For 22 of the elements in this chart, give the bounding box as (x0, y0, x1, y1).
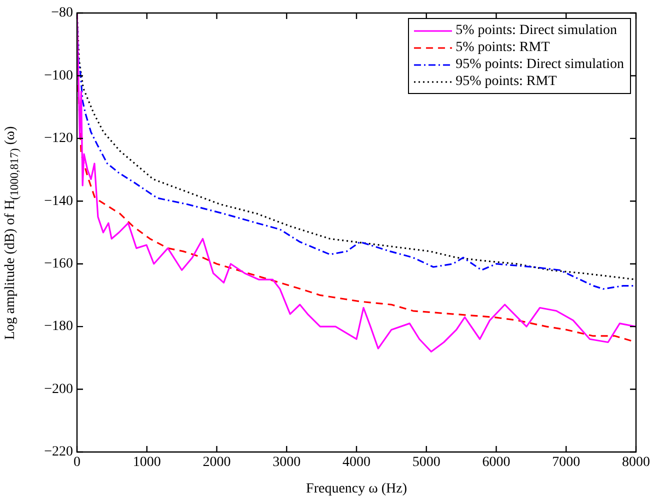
y-tick-label: −100 (44, 68, 73, 84)
x-tick-label: 3000 (272, 455, 301, 470)
x-tick-label: 1000 (132, 455, 161, 470)
x-tick-label: 7000 (552, 455, 580, 470)
y-tick-label: −200 (44, 382, 73, 397)
y-tick-label: −80 (51, 6, 73, 21)
legend-label: 95% points: Direct simulation (456, 56, 624, 73)
legend-label: 5% points: Direct simulation (456, 22, 617, 39)
legend-label: 5% points: RMT (456, 39, 550, 56)
y-tick-label: −140 (44, 194, 73, 209)
y-tick-label: −220 (44, 444, 73, 460)
x-tick-label: 2000 (202, 455, 231, 470)
y-tick-label: −160 (44, 256, 73, 272)
x-tick-label: 6000 (482, 455, 510, 470)
y-tick-label: −120 (44, 131, 73, 146)
y-tick-label: −180 (44, 319, 73, 334)
x-tick-label: 8000 (622, 455, 650, 470)
legend-label: 95% points: RMT (456, 73, 557, 90)
x-tick-label: 5000 (412, 455, 440, 470)
x-tick-label: 0 (74, 455, 80, 470)
x-axis-title: Frequency ω (Hz) (306, 481, 408, 496)
x-tick-label: 4000 (342, 455, 370, 470)
